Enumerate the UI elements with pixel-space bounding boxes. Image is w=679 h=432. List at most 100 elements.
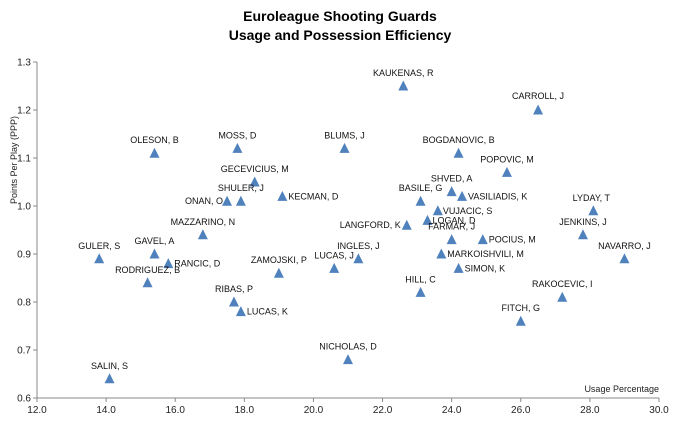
x-tick-label: 18.0 — [235, 405, 255, 416]
data-point-marker — [232, 142, 243, 153]
y-axis-label: Points Per Play (PPP) — [9, 116, 19, 204]
data-point-label: RIBAS, P — [215, 284, 253, 294]
data-point-label: LUCAS, J — [314, 250, 354, 260]
y-tick-label: 1.3 — [17, 58, 31, 69]
tick-labels: 12.0 14.0 16.0 18.0 20.0 22.0 24.0 26.0 28.0 30.0… — [17, 58, 669, 417]
data-point-marker — [415, 195, 426, 206]
data-point-label: GULER, S — [78, 241, 120, 251]
x-tick-label: 22.0 — [373, 405, 393, 416]
axes — [33, 61, 660, 402]
data-point-marker — [619, 253, 630, 264]
data-point-marker — [94, 253, 105, 264]
data-point-label: NICHOLAS, D — [319, 342, 377, 352]
x-tick-label: 14.0 — [96, 405, 116, 416]
data-point-label: POCIUS, M — [489, 235, 536, 245]
data-point-label: MOSS, D — [218, 130, 257, 140]
data-point-marker — [228, 296, 239, 307]
x-tick-label: 20.0 — [304, 405, 324, 416]
data-point-label: VUJACIC, S — [443, 206, 493, 216]
data-point-label: INGLES, J — [337, 241, 380, 251]
data-point-label: GECEVICIUS, M — [221, 164, 289, 174]
y-tick-label: 0.8 — [17, 298, 31, 309]
data-point-label: SHULER, J — [218, 183, 264, 193]
data-point-label: JENKINS, J — [559, 217, 607, 227]
data-point-label: RANCIC, D — [174, 259, 221, 269]
y-tick-label: 1.0 — [17, 202, 31, 213]
data-point-marker — [453, 147, 464, 158]
data-point-label: ZAMOJSKI, P — [251, 255, 307, 265]
data-point-label: SHVED, A — [431, 174, 473, 184]
data-point-marker — [501, 166, 512, 177]
data-point-marker — [457, 190, 468, 201]
y-tick-label: 0.7 — [17, 346, 31, 357]
y-tick-label: 1.1 — [17, 154, 31, 165]
data-point-label: LANGFORD, K — [340, 220, 401, 230]
data-point-label: BASILE, G — [399, 183, 443, 193]
data-point-label: LOGAN, D — [432, 215, 476, 225]
data-point-label: POPOVIC, M — [480, 154, 534, 164]
x-tick-label: 24.0 — [442, 405, 462, 416]
data-point-marker — [235, 306, 246, 317]
y-tick-label: 0.6 — [17, 394, 31, 405]
data-point-marker — [432, 205, 443, 216]
data-point-label: BLUMS, J — [324, 130, 365, 140]
data-point-label: MARKOISHVILI, M — [447, 249, 524, 259]
data-point-marker — [422, 214, 433, 225]
data-point-marker — [415, 286, 426, 297]
data-point-marker — [446, 186, 457, 197]
data-point-marker — [577, 229, 588, 240]
data-point-marker — [329, 262, 340, 273]
data-point-marker — [149, 147, 160, 158]
data-point-marker — [142, 277, 153, 288]
data-point-label: SIMON, K — [465, 263, 506, 273]
x-tick-label: 26.0 — [511, 405, 531, 416]
data-point-label: HILL, C — [405, 274, 436, 284]
data-points: KAUKENAS, R CARROLL, J OLESON, B MOSS, D BLU… — [78, 68, 651, 384]
data-point-label: RAKOCEVIC, I — [532, 279, 593, 289]
data-point-marker — [533, 104, 544, 115]
data-point-marker — [104, 373, 115, 384]
data-point-label: LYDAY, T — [573, 193, 611, 203]
data-point-label: ONAN, O — [185, 196, 223, 206]
data-point-marker — [515, 315, 526, 326]
data-point-marker — [353, 253, 364, 264]
chart-title-group: Euroleague Shooting Guards Usage and Pos… — [229, 8, 452, 43]
data-point-label: NAVARRO, J — [598, 241, 651, 251]
data-point-label: FARMAR, J — [428, 222, 475, 232]
x-tick-label: 30.0 — [649, 405, 669, 416]
data-point-label: KECMAN, D — [288, 191, 339, 201]
data-point-marker — [249, 176, 260, 187]
data-point-label: KAUKENAS, R — [373, 68, 434, 78]
data-point-marker — [436, 248, 447, 259]
data-point-marker — [163, 258, 174, 269]
data-point-marker — [273, 267, 284, 278]
data-point-marker — [149, 248, 160, 259]
data-point-marker — [401, 219, 412, 230]
y-tick-label: 0.9 — [17, 250, 31, 261]
data-point-marker — [398, 80, 409, 91]
y-tick-label: 1.2 — [17, 106, 31, 117]
data-point-label: OLESON, B — [130, 135, 179, 145]
data-point-marker — [343, 354, 353, 365]
data-point-marker — [453, 262, 464, 273]
data-point-marker — [197, 229, 208, 240]
data-point-marker — [588, 205, 599, 216]
data-point-marker — [557, 291, 568, 302]
data-point-label: GAVEL, A — [135, 236, 175, 246]
data-point-label: MAZZARINO, N — [171, 217, 236, 227]
data-point-label: VASILIADIS, K — [468, 191, 527, 201]
data-point-label: BOGDANOVIC, B — [423, 135, 495, 145]
x-tick-label: 28.0 — [580, 405, 600, 416]
chart-title-line-2: Usage and Possession Efficiency — [229, 27, 452, 43]
data-point-label: SALIN, S — [91, 361, 128, 371]
data-point-marker — [477, 234, 488, 245]
data-point-marker — [235, 195, 246, 206]
x-axis-label: Usage Percentage — [584, 384, 659, 394]
data-point-marker — [339, 142, 350, 153]
data-point-label: RODRIGUEZ, B — [115, 265, 180, 275]
x-tick-label: 16.0 — [165, 405, 185, 416]
data-point-label: LUCAS, K — [247, 307, 288, 317]
x-tick-label: 12.0 — [27, 405, 47, 416]
data-point-marker — [277, 190, 288, 201]
